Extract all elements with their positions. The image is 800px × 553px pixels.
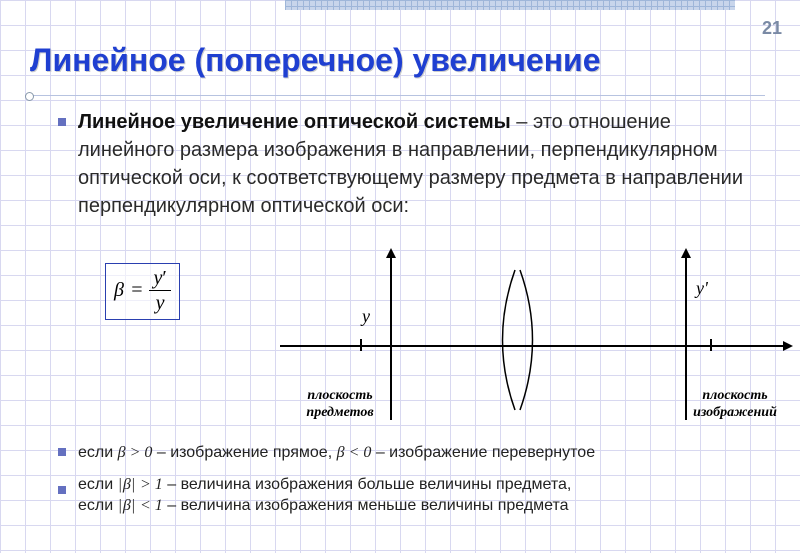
conditions-block: если β > 0 – изображение прямое, β < 0 –…	[78, 442, 778, 527]
cond-text: если	[78, 497, 118, 514]
image-plane-label: плоскость изображений	[675, 388, 795, 422]
cond-text: – изображение перевернутое	[376, 444, 595, 461]
bullet-icon	[58, 486, 66, 494]
formula-box: β = y y	[105, 263, 180, 320]
condition-row: если β > 0 – изображение прямое, β < 0 –…	[78, 442, 778, 464]
tick-mark	[360, 339, 362, 351]
formula-denominator: y	[152, 291, 169, 313]
definition-term: Линейное увеличение оптической системы	[78, 111, 511, 133]
label-y-prime: y'	[696, 278, 708, 299]
math-expr: β < 0	[337, 444, 372, 461]
condition-row: если β > 1 – величина изображения больше…	[78, 474, 778, 517]
cond-text: если	[78, 476, 118, 493]
lens-surface-2	[505, 265, 565, 415]
object-plane-axis	[390, 250, 392, 420]
formula-eq: =	[130, 279, 144, 302]
math-expr: β	[118, 476, 136, 493]
arrowhead-icon	[783, 341, 793, 351]
math-expr: β > 0	[118, 444, 153, 461]
cond-text: если	[78, 444, 118, 461]
arrowhead-icon	[386, 248, 396, 258]
object-plane-label: плоскость предметов	[290, 388, 390, 422]
header-band	[285, 0, 735, 10]
plane-label-line: плоскость	[702, 388, 767, 403]
page-number: 21	[762, 18, 782, 39]
page-title: Линейное (поперечное) увеличение	[30, 42, 601, 79]
cond-text: – величина изображения больше величины п…	[167, 476, 571, 493]
arrowhead-icon	[681, 248, 691, 258]
formula-numerator: y	[149, 268, 170, 291]
math-expr: < 1	[136, 497, 163, 514]
math-expr: > 1	[136, 476, 163, 493]
cond-text: – изображение прямое,	[157, 444, 337, 461]
bullet-icon	[58, 448, 66, 456]
cond-text: – величина изображения меньше величины п…	[167, 497, 568, 514]
label-y: y	[362, 306, 370, 327]
formula-fraction: y y	[149, 268, 170, 313]
plane-label-line: предметов	[306, 405, 373, 420]
definition-text: Линейное увеличение оптической системы –…	[78, 108, 758, 220]
optics-diagram: y y' плоскость предметов плоскость изобр…	[280, 250, 790, 425]
math-expr: β	[118, 497, 136, 514]
title-divider	[25, 95, 765, 96]
bullet-icon	[58, 118, 66, 126]
formula-lhs: β	[114, 279, 124, 302]
formula: β = y y	[114, 268, 171, 313]
plane-label-line: плоскость	[307, 388, 372, 403]
tick-mark	[710, 339, 712, 351]
plane-label-line: изображений	[693, 405, 777, 420]
